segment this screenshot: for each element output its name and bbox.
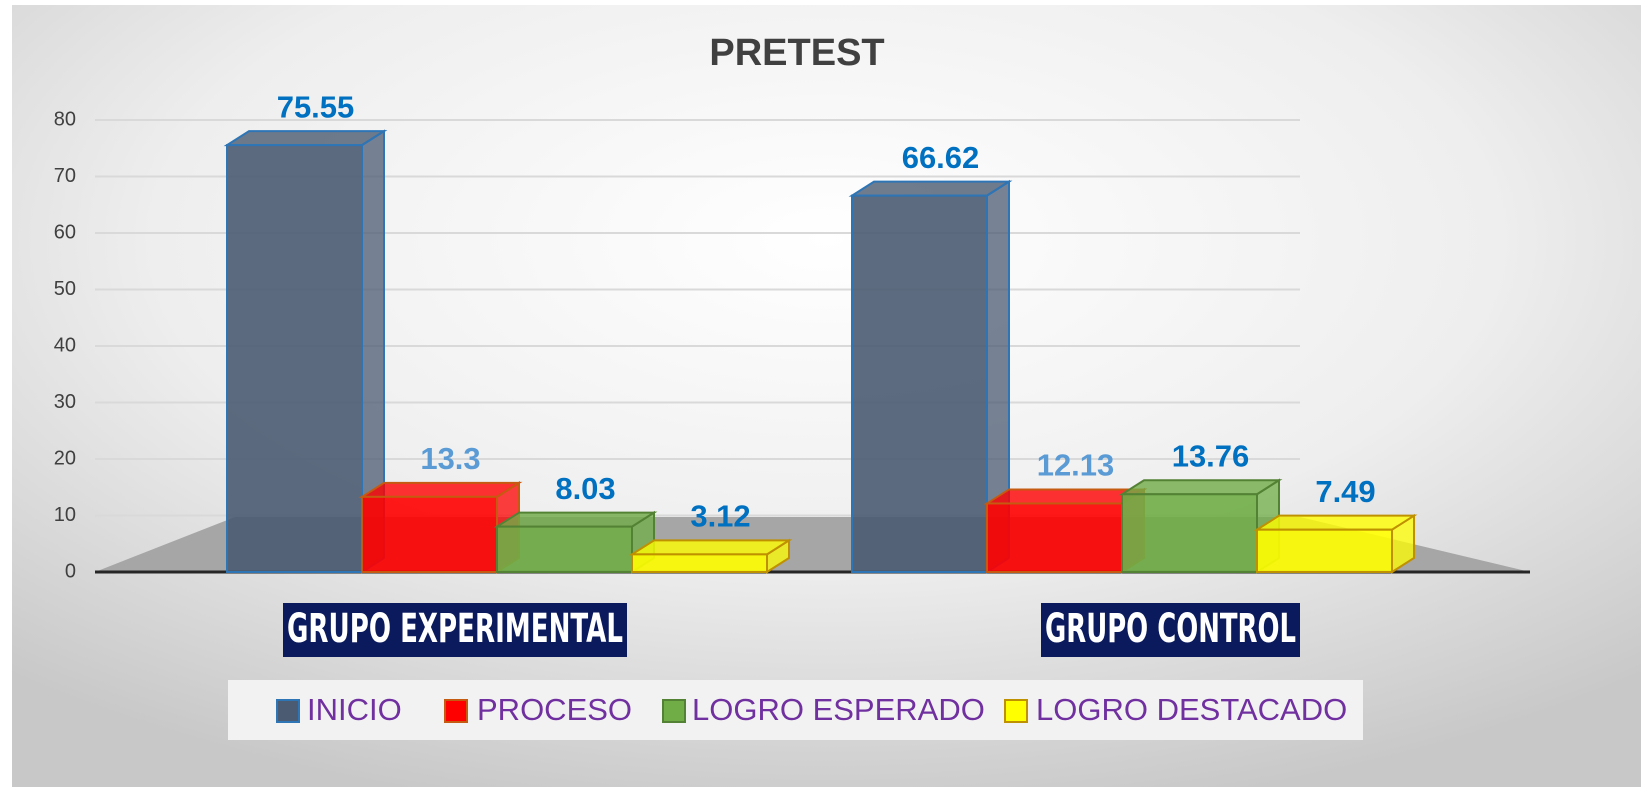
y-tick-label: 60	[54, 221, 76, 243]
bar	[361, 495, 498, 574]
data-label: 7.49	[1315, 474, 1375, 509]
bar	[496, 525, 633, 573]
bar-top	[1253, 514, 1418, 531]
y-tick-label: 50	[54, 278, 76, 300]
legend-swatch	[1004, 699, 1028, 723]
bar	[1121, 493, 1258, 574]
bar	[986, 502, 1123, 574]
data-label: 13.76	[1172, 438, 1250, 473]
bar-top	[628, 539, 793, 556]
legend-swatch	[276, 699, 300, 723]
y-tick-label: 20	[54, 447, 76, 469]
legend-label: PROCESO	[477, 692, 632, 727]
legend-swatch	[662, 699, 686, 723]
legend-background	[228, 680, 1363, 740]
y-tick-label: 70	[54, 165, 76, 187]
y-tick-label: 30	[54, 391, 76, 413]
bar	[1256, 528, 1393, 574]
bar	[631, 553, 768, 574]
data-label: 12.13	[1037, 448, 1115, 483]
category-box	[283, 603, 627, 657]
data-label: 13.3	[420, 441, 480, 476]
y-tick-label: 10	[54, 504, 76, 526]
data-label: 75.55	[277, 89, 355, 124]
category-box	[1041, 603, 1300, 657]
bar-top	[983, 488, 1148, 505]
x-tick-label: GRUPO CONTROL	[1045, 606, 1296, 652]
bar-top	[1118, 479, 1283, 496]
legend-label: LOGRO ESPERADO	[692, 692, 985, 727]
chart-title: PRETEST	[709, 32, 884, 74]
data-label: 66.62	[902, 140, 980, 175]
x-tick-label: GRUPO EXPERIMENTAL	[287, 606, 623, 652]
bar	[851, 194, 988, 574]
legend-label: INICIO	[307, 692, 402, 727]
bar-top	[358, 481, 523, 498]
bar-top	[493, 511, 658, 528]
y-tick-label: 40	[54, 334, 76, 356]
y-tick-label: 80	[54, 108, 76, 130]
legend-label: LOGRO DESTACADO	[1036, 692, 1347, 727]
legend-swatch	[444, 699, 468, 723]
bar	[226, 144, 363, 574]
y-tick-label: 0	[65, 560, 76, 582]
data-label: 8.03	[555, 471, 615, 506]
bar-top	[223, 130, 388, 147]
bar-top	[848, 180, 1013, 197]
data-label: 3.12	[690, 499, 750, 534]
